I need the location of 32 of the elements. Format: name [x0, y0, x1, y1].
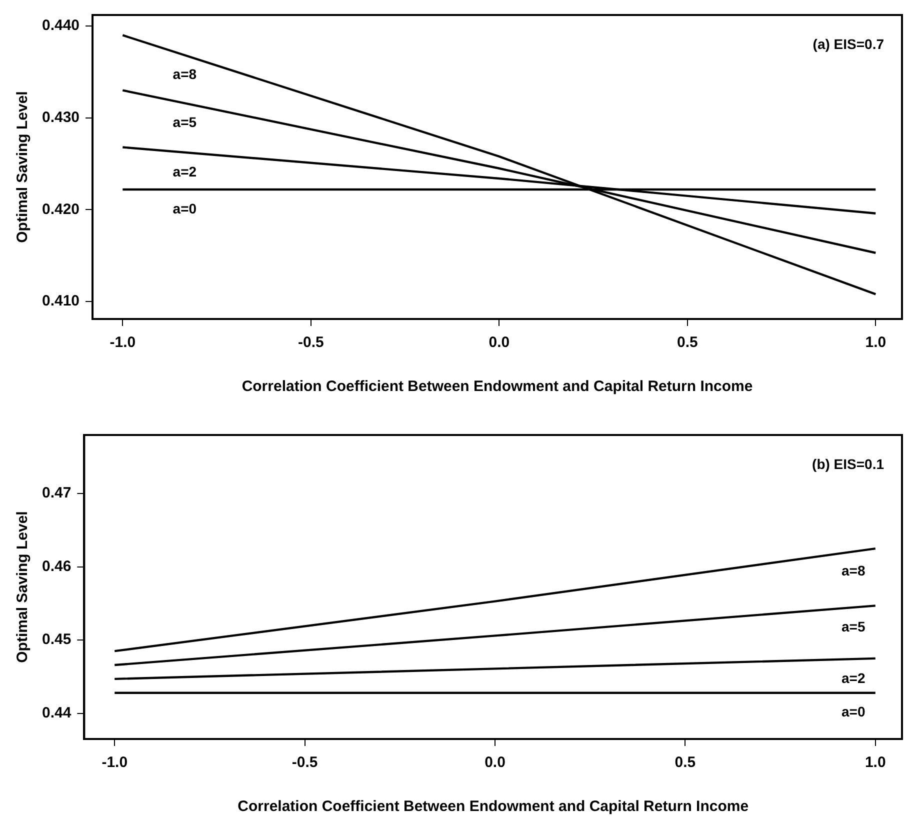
- series-label: a=2: [172, 163, 197, 180]
- y-tick-label: 0.45: [42, 631, 72, 648]
- series-label: a=5: [172, 114, 197, 130]
- series-label: a=0: [842, 704, 866, 720]
- x-tick-label: 0.5: [676, 334, 698, 352]
- series-label: a=8: [172, 66, 197, 82]
- annotation: (b) EIS=0.1: [812, 456, 884, 472]
- x-tick-label: -1.0: [110, 334, 136, 352]
- x-tick-label: 1.0: [865, 334, 886, 352]
- y-tick-label: 0.46: [42, 558, 72, 575]
- y-axis-title: Optimal Saving Level: [14, 511, 32, 663]
- series-label: a=8: [842, 562, 866, 578]
- annotation: (a) EIS=0.7: [812, 36, 884, 52]
- x-axis-title: Correlation Coefficient Between Endowment and Capital Return Income: [242, 378, 753, 396]
- y-tick-label: 0.44: [42, 704, 72, 722]
- series-label: a=2: [842, 670, 866, 686]
- x-tick-label: 1.0: [864, 754, 886, 772]
- x-tick-label: 0.0: [488, 334, 510, 352]
- y-axis-title: Optimal Saving Level: [14, 91, 32, 243]
- x-tick-label: 0.5: [674, 754, 696, 772]
- y-tick-label: 0.430: [42, 109, 80, 126]
- x-tick-label: -0.5: [292, 754, 318, 772]
- y-tick-label: 0.47: [42, 484, 72, 502]
- x-tick-label: -1.0: [102, 754, 128, 772]
- y-tick-label: 0.410: [42, 292, 80, 310]
- x-axis-title: Correlation Coefficient Between Endowment and Capital Return Income: [238, 798, 749, 816]
- y-tick-label: 0.440: [42, 17, 80, 34]
- series-label: a=5: [842, 618, 866, 634]
- x-tick-label: 0.0: [484, 754, 506, 772]
- series-label: a=0: [172, 200, 197, 216]
- x-tick-label: -0.5: [298, 334, 324, 352]
- y-tick-label: 0.420: [42, 200, 80, 218]
